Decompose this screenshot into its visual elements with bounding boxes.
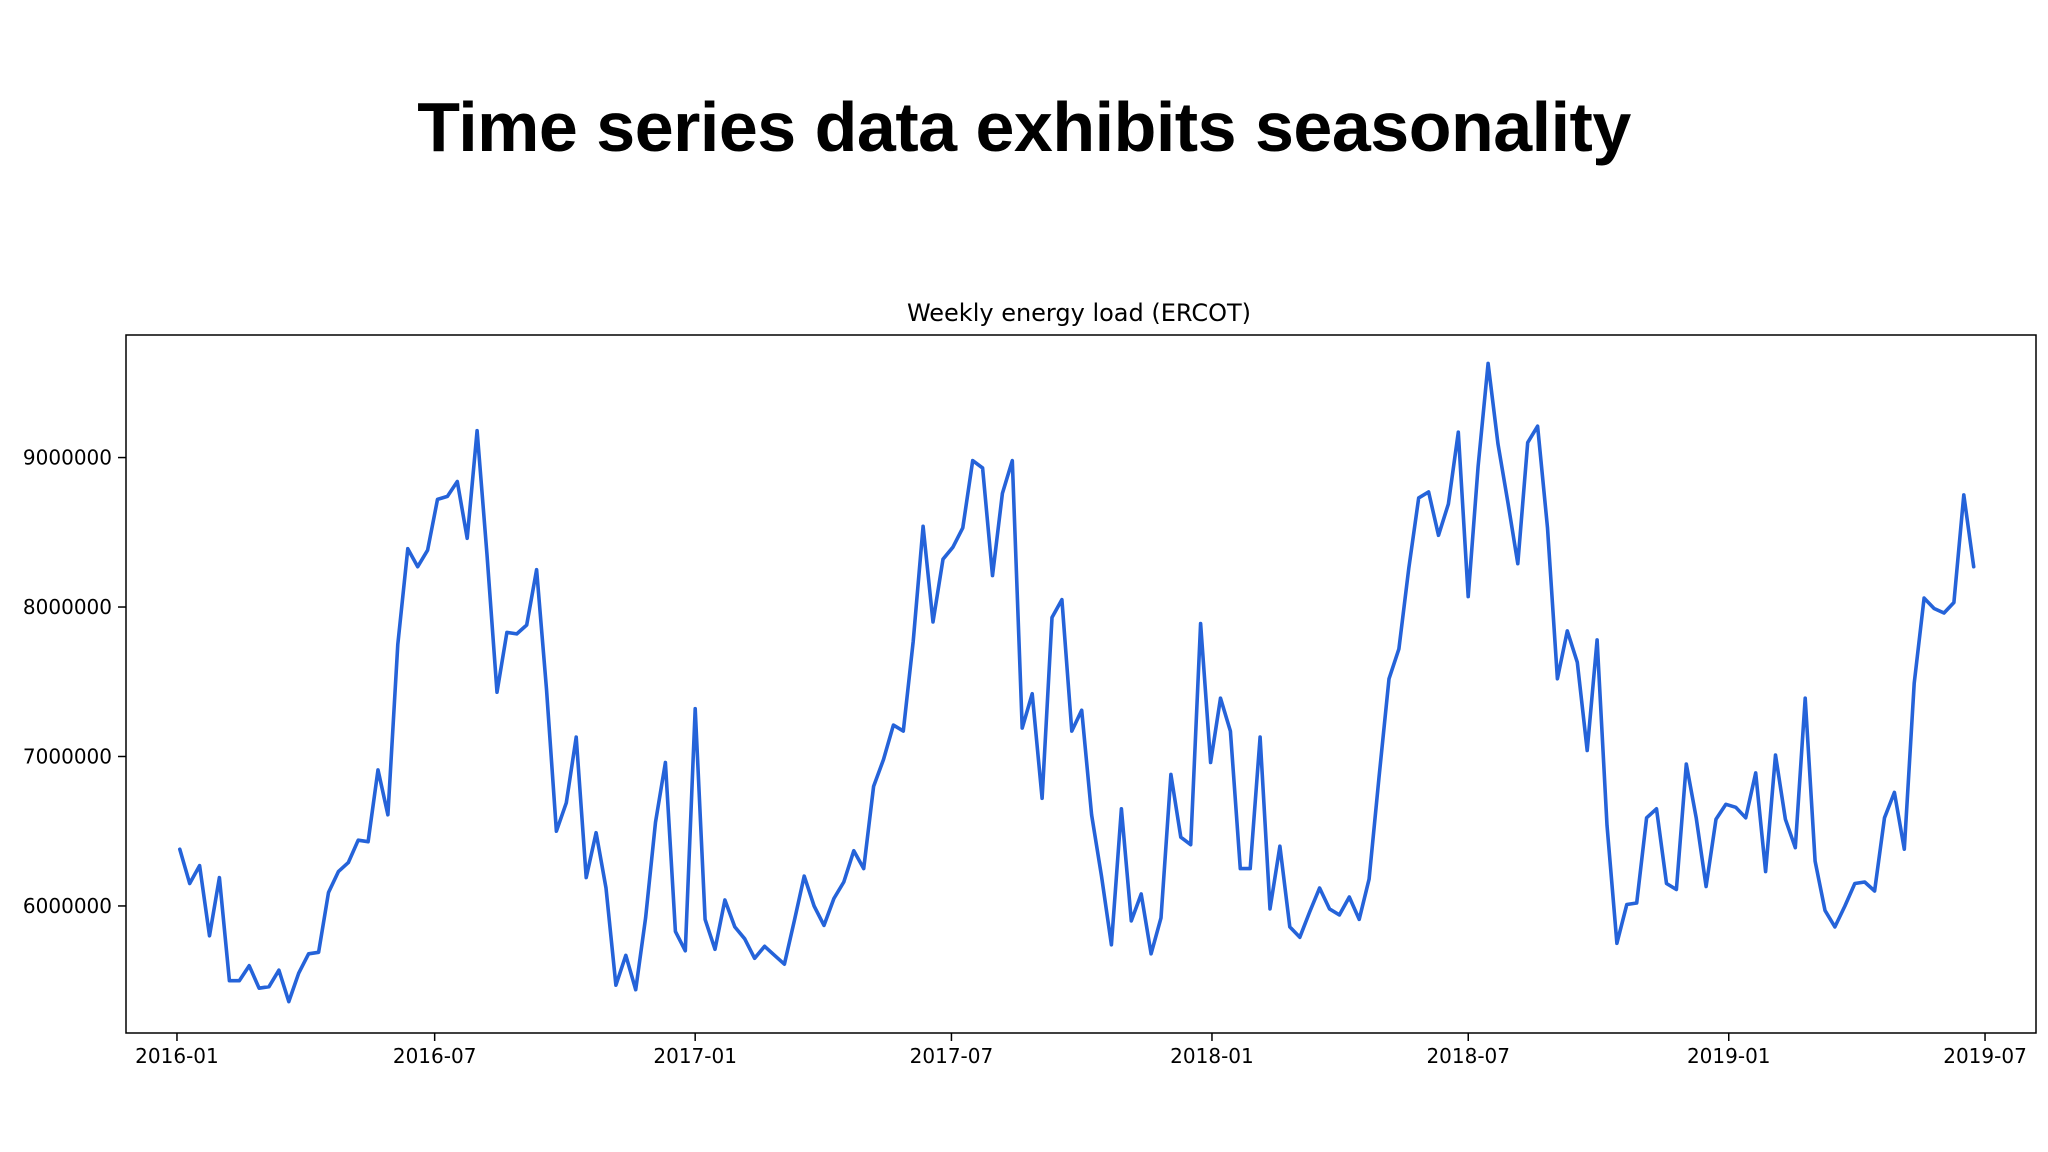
x-tick-label: 2016-07	[393, 1044, 477, 1068]
x-tick-label: 2018-01	[1170, 1044, 1254, 1068]
chart-title: Weekly energy load (ERCOT)	[907, 299, 1251, 327]
plot-frame	[125, 334, 2037, 1034]
slide-title: Time series data exhibits seasonality	[417, 88, 1631, 166]
x-tick-label: 2016-01	[135, 1044, 219, 1068]
y-tick-label: 9000000	[23, 446, 112, 470]
axis-ticks: 2016-01 2016-07 2017-01 2017-07 2018-01 2018-…	[23, 446, 2027, 1068]
x-tick-label: 2017-07	[910, 1044, 994, 1068]
x-tick-label: 2018-07	[1426, 1044, 1510, 1068]
series-line	[178, 361, 1976, 1004]
x-tick-label: 2017-01	[653, 1044, 737, 1068]
y-tick-label: 8000000	[23, 595, 112, 619]
y-tick-label: 6000000	[23, 894, 112, 918]
x-tick-label: 2019-01	[1687, 1044, 1771, 1068]
y-tick-label: 7000000	[23, 744, 112, 768]
x-tick-label: 2019-07	[1943, 1044, 2027, 1068]
